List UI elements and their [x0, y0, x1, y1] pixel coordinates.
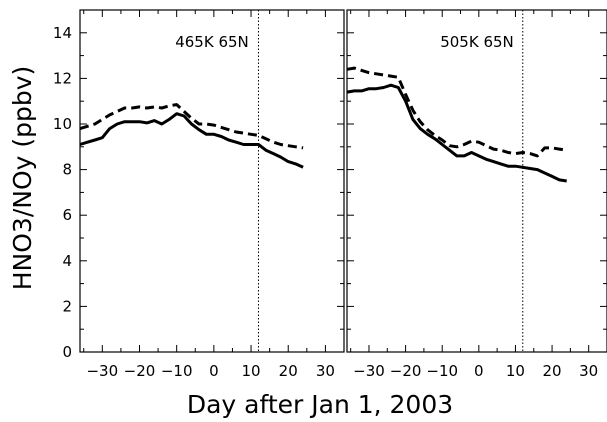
panel-label: 465K 65N — [175, 33, 249, 51]
y-tick-label: 8 — [62, 161, 72, 179]
x-tick-label: 0 — [209, 362, 219, 380]
panel-2: −30 −20 −10 0 10 20 30 505K 65N — [346, 9, 607, 380]
x-tick-label: −20 — [390, 362, 422, 380]
x-tick-label: 30 — [579, 362, 598, 380]
x-tick-label: 10 — [506, 362, 525, 380]
panel-1: 0 2 4 6 8 10 12 14 −30 −20 −10 0 10 20 30 465K 65N — [53, 9, 345, 380]
y-axis-title: HNO3/NOy (ppbv) — [8, 66, 37, 291]
x-axis-title: Day after Jan 1, 2003 — [187, 390, 453, 419]
y-tick-label: 2 — [62, 297, 72, 315]
panel-label: 505K 65N — [440, 33, 514, 51]
x-tick-label: −10 — [426, 362, 458, 380]
y-tick-label: 12 — [53, 69, 72, 87]
x-tick-label: −20 — [124, 362, 156, 380]
y-tick-label: 6 — [62, 206, 72, 224]
series-line-solid — [79, 112, 304, 169]
y-tick-label: 14 — [53, 24, 72, 42]
y-tick-label: 10 — [53, 115, 72, 133]
y-tick-label: 4 — [62, 252, 72, 270]
x-tick-label: 0 — [474, 362, 484, 380]
series-line-dashed — [79, 103, 304, 150]
x-tick-label: 20 — [543, 362, 562, 380]
series-line-dashed — [346, 66, 567, 158]
x-tick-label: −10 — [161, 362, 193, 380]
x-tick-label: 20 — [279, 362, 298, 380]
x-tick-label: −30 — [86, 362, 118, 380]
x-tick-label: 10 — [241, 362, 260, 380]
series-line-solid — [346, 83, 567, 183]
panel-frame — [346, 9, 607, 353]
x-tick-label: −30 — [353, 362, 385, 380]
panel-frame — [79, 9, 345, 353]
x-tick-label: 30 — [316, 362, 335, 380]
y-tick-label: 0 — [62, 343, 72, 361]
